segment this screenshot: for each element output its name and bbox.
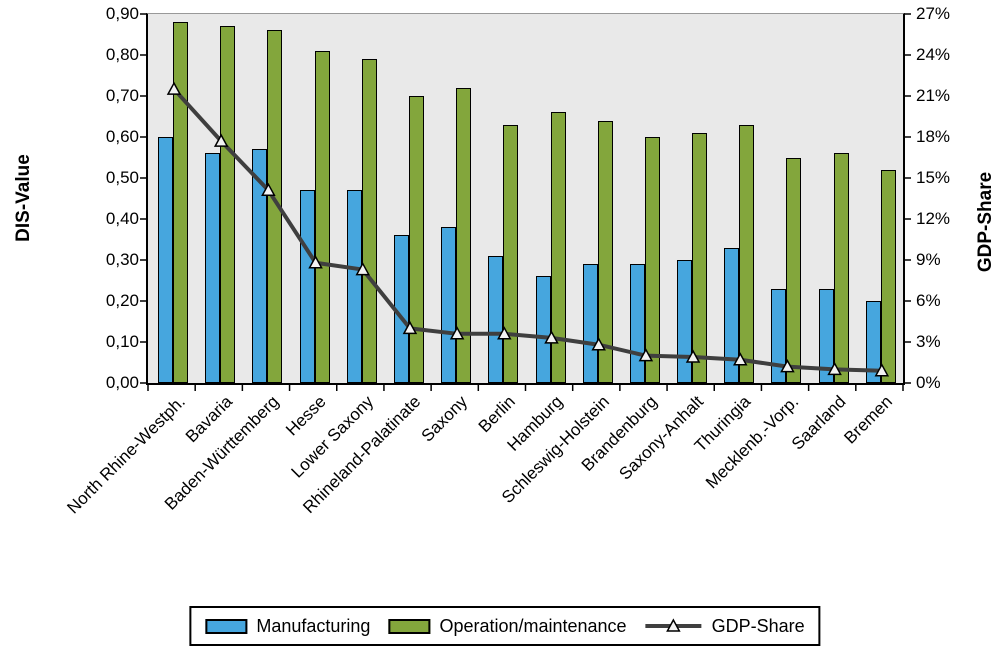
- left-axis-tick-label: 0,90: [105, 4, 139, 23]
- bar-operation-maintenance: [880, 169, 896, 383]
- bar-manufacturing: [582, 264, 598, 383]
- bar-operation-maintenance: [833, 153, 849, 383]
- bar-operation-maintenance: [314, 50, 330, 383]
- bar-manufacturing: [535, 276, 551, 383]
- bar-manufacturing: [865, 301, 881, 383]
- bar-operation-maintenance: [361, 59, 377, 383]
- x-axis-category-label: Berlin: [474, 392, 519, 437]
- legend: Manufacturing Operation/maintenance GDP-…: [189, 606, 821, 646]
- left-axis-tick-label: 0,10: [105, 332, 139, 351]
- bar-manufacturing: [629, 264, 645, 383]
- bar-manufacturing: [205, 153, 221, 383]
- left-axis-tick-label: 0,50: [105, 168, 139, 187]
- legend-label-gdp-share: GDP-Share: [711, 616, 805, 636]
- bar-manufacturing: [488, 255, 504, 383]
- bar-manufacturing: [441, 227, 457, 383]
- left-axis-tick-label: 0,60: [105, 127, 139, 146]
- bar-manufacturing: [393, 235, 409, 383]
- legend-entry-operation-maintenance: Operation/maintenance: [388, 616, 627, 636]
- right-axis-tick-label: 6%: [916, 291, 941, 310]
- right-axis-tick-label: 24%: [916, 45, 951, 64]
- bar-manufacturing: [158, 137, 173, 383]
- legend-entry-gdp-share: GDP-Share: [645, 616, 805, 636]
- right-axis-tick-label: 27%: [916, 4, 951, 23]
- right-axis-tick-label: 3%: [916, 332, 941, 351]
- bar-operation-maintenance: [644, 137, 660, 383]
- left-axis-title: DIS-Value: [13, 154, 34, 242]
- bar-manufacturing: [771, 288, 787, 383]
- left-axis-tick-label: 0,20: [105, 291, 139, 310]
- bar-operation-maintenance: [267, 30, 283, 383]
- right-axis-title: GDP-Share: [975, 171, 996, 273]
- gdp-share-line-marker-icon: [645, 618, 702, 632]
- left-axis-tick-label: 0,00: [105, 373, 139, 392]
- bar-manufacturing: [299, 190, 315, 383]
- bar-manufacturing: [818, 288, 834, 383]
- right-axis-tick-label: 0%: [916, 373, 941, 392]
- operation-maintenance-swatch-icon: [388, 618, 431, 634]
- bar-manufacturing: [677, 260, 693, 383]
- right-axis-tick-label: 21%: [916, 86, 951, 105]
- left-axis-tick-label: 0,70: [105, 86, 139, 105]
- legend-entry-manufacturing: Manufacturing: [205, 616, 370, 636]
- left-axis-tick-label: 0,80: [105, 45, 139, 64]
- bar-manufacturing: [346, 190, 362, 383]
- bar-operation-maintenance: [739, 124, 755, 383]
- right-axis-tick-label: 18%: [916, 127, 951, 146]
- bar-operation-maintenance: [220, 26, 236, 383]
- x-axis-category-label: Saxony: [418, 392, 472, 446]
- bar-operation-maintenance: [550, 112, 566, 383]
- bar-operation-maintenance: [597, 120, 613, 383]
- bar-operation-maintenance: [503, 124, 519, 383]
- manufacturing-swatch-icon: [205, 618, 248, 634]
- bar-operation-maintenance: [692, 132, 708, 383]
- right-axis-tick-label: 9%: [916, 250, 941, 269]
- bar-manufacturing: [252, 149, 268, 383]
- right-axis-tick-label: 15%: [916, 168, 951, 187]
- legend-label-manufacturing: Manufacturing: [256, 616, 371, 636]
- bar-operation-maintenance: [456, 87, 472, 383]
- bar-operation-maintenance: [786, 157, 802, 383]
- bar-manufacturing: [724, 247, 740, 383]
- x-axis-category-label: Bremen: [840, 392, 897, 448]
- right-axis-tick-label: 12%: [916, 209, 951, 228]
- legend-label-operation-maintenance: Operation/maintenance: [439, 616, 627, 636]
- left-axis-tick-label: 0,30: [105, 250, 139, 269]
- bar-operation-maintenance: [173, 22, 188, 383]
- bar-operation-maintenance: [408, 96, 424, 383]
- left-axis-tick-label: 0,40: [105, 209, 139, 228]
